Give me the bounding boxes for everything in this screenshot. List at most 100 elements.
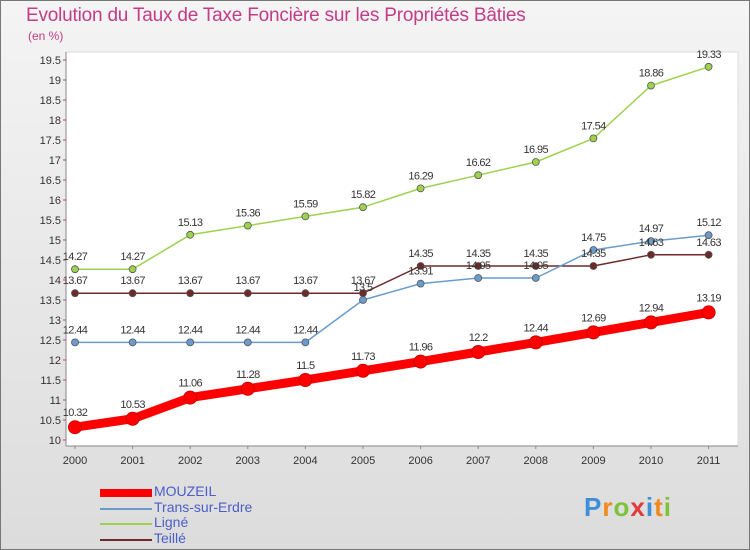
legend-label: Trans-sur-Erdre <box>154 498 253 515</box>
y-tick-label: 18.5 <box>40 95 61 107</box>
data-point <box>71 338 79 347</box>
data-label: 15.59 <box>293 198 318 210</box>
data-label: 13.19 <box>696 292 721 304</box>
data-point <box>243 221 252 230</box>
x-tick-label: 2005 <box>351 455 375 467</box>
legend-label: Teillé <box>154 529 186 546</box>
data-point <box>704 250 713 259</box>
data-label: 16.95 <box>524 144 549 156</box>
data-point <box>701 305 716 320</box>
series-line <box>70 307 714 432</box>
data-point <box>647 81 655 90</box>
y-tick-label: 13 <box>49 315 61 327</box>
x-tick-label: 2009 <box>581 455 605 467</box>
data-label: 19.33 <box>696 49 721 61</box>
data-point <box>589 246 598 254</box>
x-tick-label: 2000 <box>63 455 87 467</box>
data-label: 14.35 <box>581 248 606 260</box>
data-point <box>356 363 370 378</box>
y-tick-label: 19.5 <box>40 55 61 67</box>
data-point <box>416 262 425 270</box>
data-label: 14.97 <box>639 223 664 235</box>
data-point <box>128 289 137 298</box>
data-point <box>413 354 428 369</box>
data-point <box>589 262 598 270</box>
data-label: 11.5 <box>296 360 315 372</box>
data-label: 13.67 <box>351 275 376 287</box>
y-tick-label: 15.5 <box>40 215 61 227</box>
x-tick-label: 2003 <box>236 455 260 467</box>
data-label: 14.35 <box>524 248 549 260</box>
data-label: 11.73 <box>351 351 375 363</box>
y-tick-label: 12.5 <box>40 335 61 347</box>
data-label: 12.44 <box>178 324 203 336</box>
data-label: 10.32 <box>63 407 88 419</box>
x-tick-label: 2011 <box>697 455 721 467</box>
data-point <box>416 184 425 193</box>
data-label: 14.63 <box>639 237 664 249</box>
data-label: 13.67 <box>236 275 261 287</box>
data-label: 16.62 <box>466 157 491 169</box>
data-label: 12.94 <box>639 302 664 314</box>
legend-swatch <box>100 489 152 497</box>
y-tick-label: 13.5 <box>40 295 61 307</box>
data-label: 12.69 <box>581 312 606 324</box>
data-label: 14.35 <box>408 248 433 260</box>
data-point <box>644 315 658 330</box>
legend-label: Ligné <box>154 514 189 530</box>
data-point <box>240 381 255 396</box>
plot-area <box>65 51 739 447</box>
data-point <box>531 262 540 270</box>
x-tick-label: 2001 <box>120 455 144 467</box>
data-label: 15.36 <box>236 208 261 220</box>
data-label: 12.44 <box>120 324 145 336</box>
y-tick-label: 10.5 <box>40 415 61 427</box>
data-label: 11.96 <box>409 342 433 354</box>
x-tick-label: 2010 <box>639 455 663 467</box>
data-point <box>471 345 486 359</box>
data-point <box>186 289 195 298</box>
chart-title: Evolution du Taux de Taxe Foncière sur l… <box>26 5 526 26</box>
y-tick-label: 17.5 <box>40 135 61 147</box>
data-point <box>68 420 82 435</box>
y-tick-label: 17 <box>49 155 61 167</box>
legend-swatch <box>100 523 152 525</box>
data-point <box>704 62 713 71</box>
data-point <box>125 411 140 426</box>
x-tick-label: 2007 <box>466 455 490 467</box>
data-label: 13.5 <box>353 282 372 294</box>
data-label: 14.63 <box>696 237 721 249</box>
data-point <box>647 237 655 246</box>
data-point <box>474 274 483 282</box>
data-label: 14.05 <box>524 260 549 272</box>
data-label: 13.67 <box>63 275 88 287</box>
data-label: 10.53 <box>120 399 145 411</box>
data-point <box>474 171 483 180</box>
proxiti-logo: Proxiti <box>584 492 672 522</box>
data-label: 13.67 <box>178 275 203 287</box>
data-point <box>301 338 310 347</box>
data-point <box>71 265 79 274</box>
data-label: 14.05 <box>466 260 491 272</box>
data-label: 13.67 <box>120 275 145 287</box>
data-point <box>128 265 137 274</box>
data-label: 14.35 <box>466 248 491 260</box>
legend-swatch <box>100 538 152 541</box>
y-tick-label: 11 <box>50 395 61 407</box>
data-point <box>359 203 367 212</box>
data-label: 18.86 <box>639 68 664 80</box>
data-label: 11.06 <box>178 378 202 390</box>
y-tick-label: 19 <box>49 75 61 87</box>
data-label: 13.91 <box>408 266 433 278</box>
data-point <box>186 338 195 347</box>
data-label: 12.44 <box>293 324 318 336</box>
data-point <box>531 158 540 166</box>
legend-swatch <box>100 507 152 510</box>
y-tick-label: 11.5 <box>40 375 61 387</box>
y-tick-label: 18 <box>49 115 61 127</box>
y-tick-label: 15 <box>49 235 61 247</box>
data-label: 12.2 <box>469 332 488 344</box>
data-point <box>589 134 598 143</box>
data-label: 14.75 <box>581 232 606 244</box>
data-label: 11.28 <box>236 369 260 381</box>
